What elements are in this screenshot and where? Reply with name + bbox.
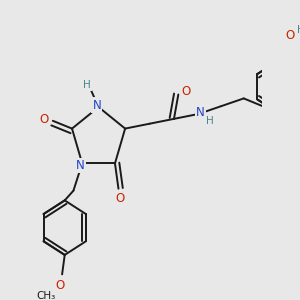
Text: H: H (83, 80, 91, 90)
Text: CH₃: CH₃ (37, 291, 56, 300)
Text: N: N (196, 106, 205, 118)
Text: H: H (206, 116, 214, 126)
Text: N: N (92, 99, 101, 112)
Text: O: O (56, 279, 65, 292)
Text: O: O (116, 192, 125, 205)
Text: N: N (76, 159, 85, 172)
Text: H: H (297, 25, 300, 35)
Text: O: O (182, 85, 191, 98)
Text: O: O (285, 28, 295, 42)
Text: O: O (40, 113, 49, 126)
